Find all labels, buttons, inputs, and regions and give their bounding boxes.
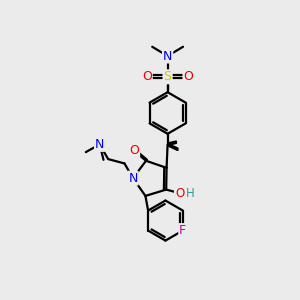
Text: N: N xyxy=(128,172,138,184)
Text: N: N xyxy=(163,50,172,62)
Text: O: O xyxy=(129,144,139,158)
Text: O: O xyxy=(184,70,193,83)
Text: O: O xyxy=(175,187,184,200)
Text: H: H xyxy=(186,187,195,200)
Text: O: O xyxy=(142,70,152,83)
Text: S: S xyxy=(164,70,172,83)
Text: N: N xyxy=(95,138,104,151)
Text: F: F xyxy=(179,224,186,237)
